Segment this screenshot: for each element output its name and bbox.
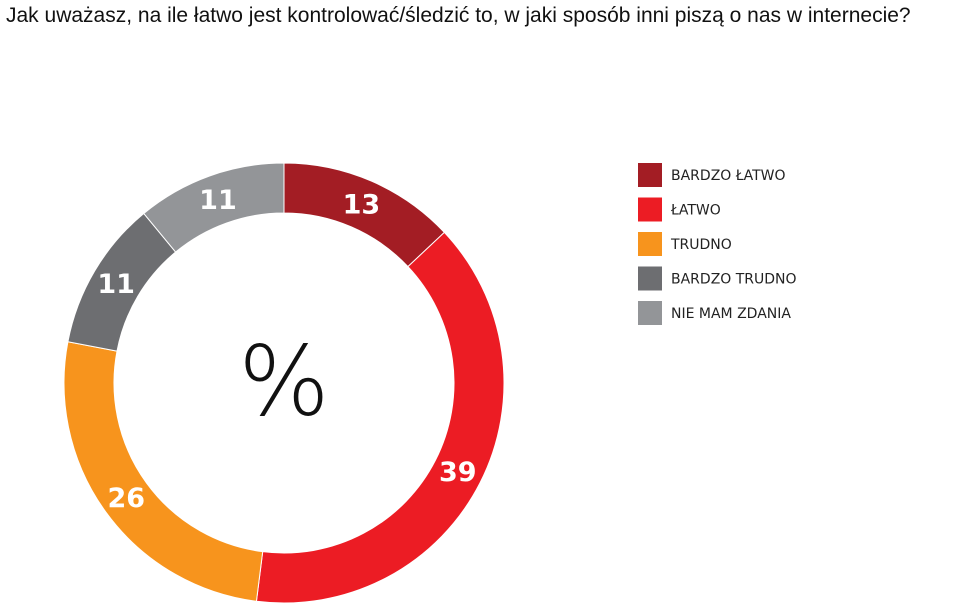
legend-label: BARDZO TRUDNO <box>671 272 797 288</box>
data-label: 11 <box>199 185 237 216</box>
center-label: % <box>238 325 329 437</box>
legend-swatch <box>638 163 662 187</box>
chart-title: Jak uważasz, na ile łatwo jest kontrolow… <box>6 4 911 27</box>
legend-swatch <box>638 197 662 222</box>
donut-segment <box>63 341 264 602</box>
legend-swatch <box>638 266 662 291</box>
legend-label: ŁATWO <box>670 203 721 219</box>
legend-swatch <box>638 232 662 256</box>
legend-label: BARDZO ŁATWO <box>671 168 786 184</box>
legend-label: NIE MAM ZDANIA <box>671 306 791 322</box>
legend-label: TRUDNO <box>670 237 732 253</box>
donut-segment <box>255 231 505 604</box>
data-label: 13 <box>343 190 381 221</box>
data-label: 39 <box>439 457 477 488</box>
data-label: 26 <box>107 483 145 514</box>
data-label: 11 <box>97 269 135 300</box>
donut-segment <box>143 162 285 253</box>
legend-swatch <box>638 301 662 325</box>
